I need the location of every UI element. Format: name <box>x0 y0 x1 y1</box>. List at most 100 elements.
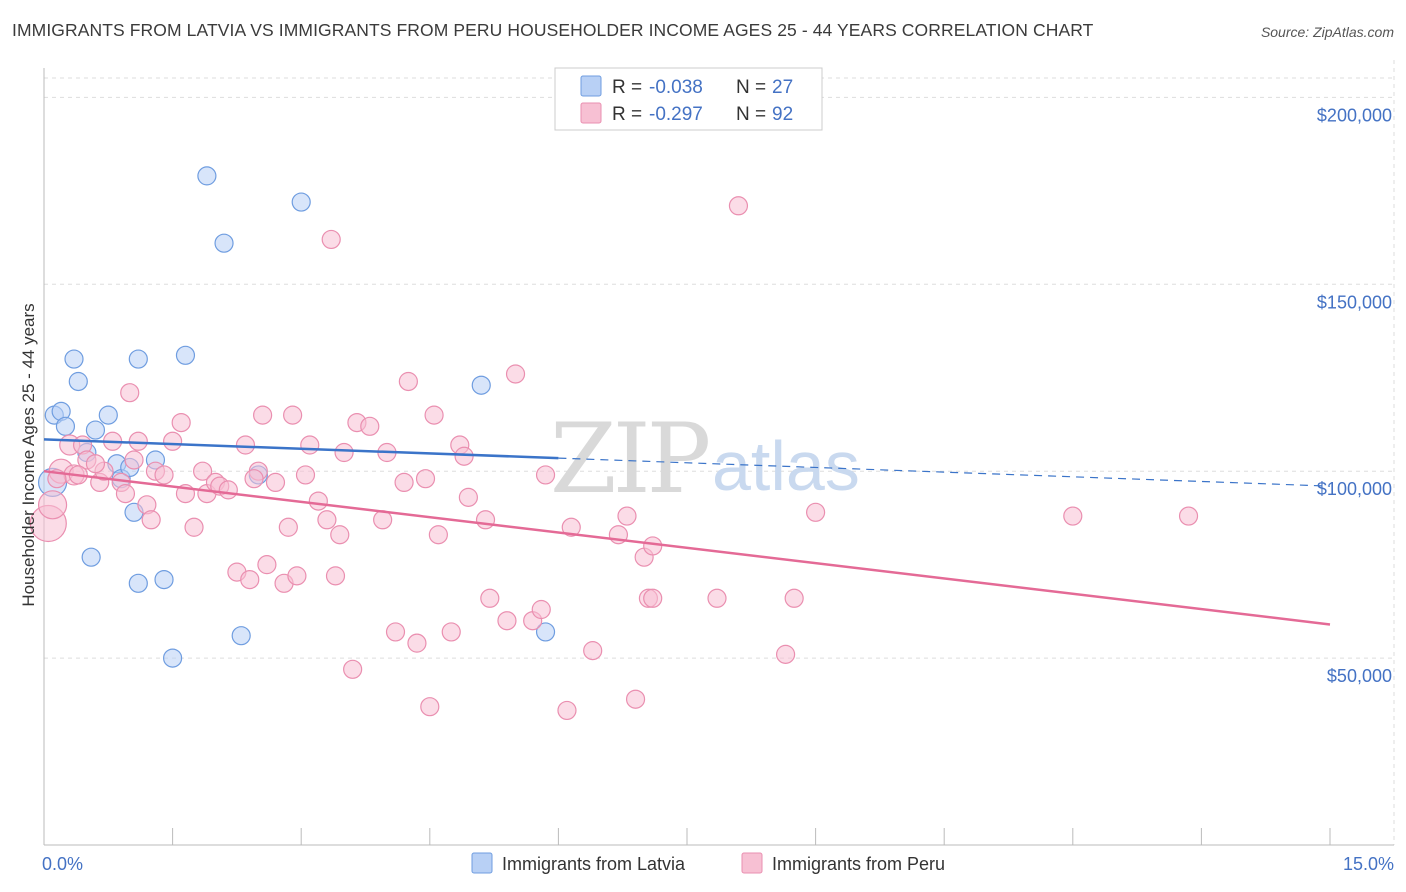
point-peru-14 <box>128 431 148 451</box>
legend-n-value-peru: 92 <box>772 104 793 125</box>
point-latvia-3 <box>55 416 76 436</box>
chart-title: IMMIGRANTS FROM LATVIA VS IMMIGRANTS FRO… <box>12 20 1094 40</box>
point-peru-34 <box>265 472 286 493</box>
point-peru-40 <box>300 435 320 455</box>
point-peru-41 <box>308 491 328 511</box>
legend-r-value-latvia: -0.038 <box>649 77 703 98</box>
y-tick-label-0: $50,000 <box>1327 666 1392 686</box>
point-peru-43 <box>321 229 341 250</box>
point-peru-1 <box>37 490 68 520</box>
chart-source: Source: ZipAtlas.com <box>1260 24 1394 40</box>
x-tick-label-1: 15.0% <box>1343 854 1394 874</box>
trend-line-latvia <box>43 438 559 460</box>
point-latvia-16 <box>128 573 148 593</box>
point-peru-20 <box>171 412 191 433</box>
point-peru-58 <box>424 405 444 425</box>
trend-lines <box>43 438 1331 626</box>
point-peru-52 <box>385 622 406 642</box>
x-tick-label-0: 0.0% <box>42 854 83 874</box>
point-peru-16 <box>141 510 161 530</box>
point-peru-29 <box>235 435 256 455</box>
point-latvia-19 <box>175 345 196 365</box>
point-peru-19 <box>163 431 183 451</box>
point-peru-22 <box>184 517 204 537</box>
legend-swatch-latvia <box>580 75 602 97</box>
watermark: ZIP atlas <box>550 403 860 515</box>
point-latvia-8 <box>98 405 118 425</box>
legend-swatch-peru <box>580 102 602 124</box>
point-peru-76 <box>625 689 646 709</box>
y-tick-label-1: $100,000 <box>1317 479 1392 499</box>
point-peru-85 <box>805 502 826 522</box>
point-latvia-26 <box>535 622 556 642</box>
point-peru-24 <box>193 461 213 481</box>
point-peru-13 <box>124 450 144 470</box>
point-peru-91 <box>85 454 106 474</box>
point-peru-55 <box>407 633 427 653</box>
point-peru-38 <box>287 566 307 586</box>
point-peru-37 <box>283 405 303 425</box>
y-tick-label-2: $150,000 <box>1317 292 1392 312</box>
y-tick-label-3: $200,000 <box>1317 105 1392 125</box>
point-peru-36 <box>278 517 298 537</box>
point-latvia-20 <box>197 166 217 186</box>
point-peru-82 <box>728 196 749 216</box>
point-latvia-5 <box>68 371 88 392</box>
point-peru-78 <box>643 536 663 556</box>
y-axis-title: Householder Income Ages 25 - 44 years <box>19 303 38 606</box>
point-peru-46 <box>334 442 354 463</box>
point-peru-45 <box>330 525 350 545</box>
point-peru-75 <box>617 506 637 526</box>
legend-swatch-latvia-bottom <box>471 852 493 874</box>
point-peru-73 <box>583 641 603 661</box>
x-tick-labels: 0.0% 15.0% <box>42 854 1394 874</box>
stats-legend: R = -0.038 N = 27 R = -0.297 N = 92 <box>554 67 823 131</box>
trend-line-peru <box>43 469 1331 626</box>
point-peru-54 <box>398 371 418 392</box>
legend-series-latvia: Immigrants from Latvia <box>502 854 686 874</box>
point-peru-65 <box>480 588 500 608</box>
point-peru-67 <box>505 364 526 384</box>
point-peru-80 <box>643 588 663 608</box>
point-latvia-25 <box>471 375 491 395</box>
axes <box>43 68 1394 846</box>
legend-n-label-latvia: N = <box>736 77 766 98</box>
point-peru-71 <box>557 700 577 721</box>
point-peru-70 <box>535 465 556 485</box>
point-peru-63 <box>458 487 478 507</box>
y-tick-labels: $50,000 $100,000 $150,000 $200,000 <box>1317 105 1392 686</box>
point-latvia-18 <box>163 648 183 668</box>
point-peru-53 <box>394 472 414 493</box>
point-latvia-24 <box>291 192 311 212</box>
point-latvia-14 <box>128 349 148 369</box>
trend-line-latvia-extension <box>558 457 1331 487</box>
point-peru-33 <box>257 555 277 575</box>
point-peru-32 <box>253 405 273 425</box>
point-peru-86 <box>1063 506 1083 526</box>
point-peru-90 <box>244 469 264 489</box>
point-peru-57 <box>420 697 440 717</box>
point-latvia-17 <box>154 569 174 590</box>
point-peru-44 <box>325 566 346 586</box>
point-peru-87 <box>1178 506 1199 526</box>
point-peru-83 <box>775 644 796 664</box>
point-peru-56 <box>415 469 436 489</box>
legend-n-value-latvia: 27 <box>772 77 793 98</box>
point-latvia-22 <box>231 626 251 646</box>
legend-swatch-peru-bottom <box>741 852 763 874</box>
point-peru-72 <box>561 517 581 537</box>
legend-r-label-latvia: R = <box>612 77 642 98</box>
point-peru-60 <box>441 622 461 642</box>
point-peru-11 <box>115 484 136 504</box>
point-peru-84 <box>784 588 804 608</box>
point-latvia-21 <box>214 233 234 253</box>
point-latvia-13 <box>81 547 101 567</box>
point-peru-62 <box>454 446 474 466</box>
point-peru-12 <box>120 383 140 403</box>
point-peru-47 <box>343 659 363 679</box>
legend-n-label-peru: N = <box>736 104 766 125</box>
point-latvia-4 <box>64 349 84 369</box>
point-peru-18 <box>154 465 174 485</box>
point-peru-49 <box>360 416 380 436</box>
